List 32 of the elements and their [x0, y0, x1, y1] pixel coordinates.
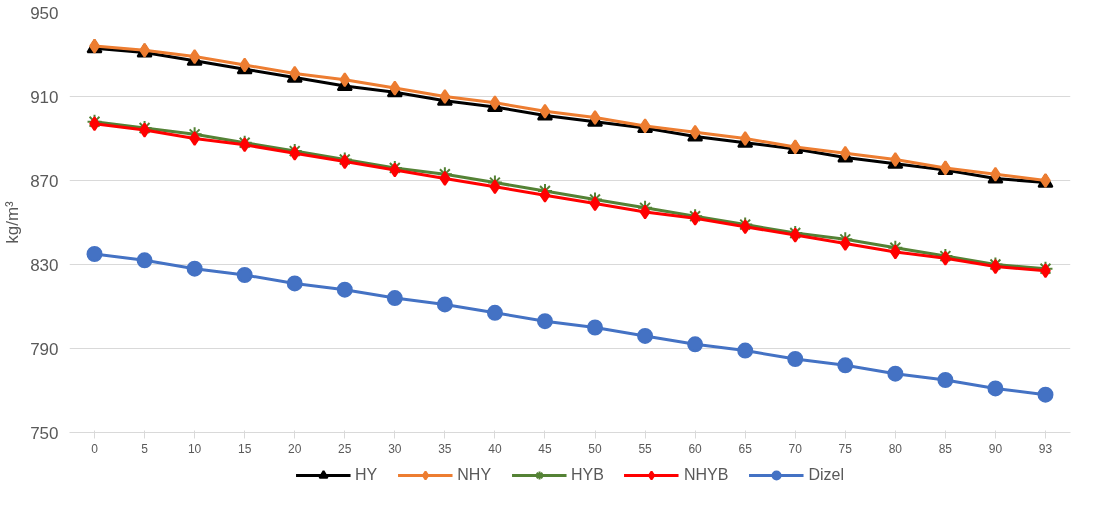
x-tick-label: 25	[338, 441, 352, 456]
x-tick-label: 70	[788, 441, 803, 456]
y-tick-label: 830	[30, 255, 59, 275]
x-tick-label: 65	[738, 441, 753, 456]
x-tick-label: 45	[538, 441, 552, 456]
x-tick-label: 85	[938, 441, 953, 456]
y-tick-label: 750	[30, 423, 59, 443]
x-tick-label: 80	[888, 441, 903, 456]
legend-label: HY	[355, 466, 378, 484]
y-tick-label: 790	[30, 339, 59, 359]
x-tick-label: 90	[988, 441, 1003, 456]
legend-label: NHYB	[683, 466, 729, 484]
x-tick-label: 30	[388, 441, 402, 456]
x-tick-label: 20	[288, 441, 302, 456]
x-tick-label: 55	[638, 441, 653, 456]
x-tick-label: 5	[141, 441, 149, 456]
y-tick-label: 950	[30, 3, 59, 23]
x-tick-label: 10	[187, 441, 202, 456]
y-tick-label: 870	[30, 171, 59, 191]
legend-label: HYB	[571, 466, 604, 484]
x-tick-label: 40	[488, 441, 502, 456]
x-tick-label: 15	[238, 441, 252, 456]
legend-label: NHY	[457, 466, 492, 484]
x-tick-label: 35	[438, 441, 452, 456]
y-axis-title: kg/m³	[3, 200, 23, 244]
x-tick-label: 60	[688, 441, 703, 456]
legend-label: Dizel	[808, 466, 844, 484]
y-tick-label: 910	[30, 87, 59, 107]
x-tick-label: 93	[1038, 441, 1053, 456]
x-tick-label: 0	[91, 441, 99, 456]
x-tick-label: 75	[838, 441, 853, 456]
x-tick-label: 50	[588, 441, 603, 456]
